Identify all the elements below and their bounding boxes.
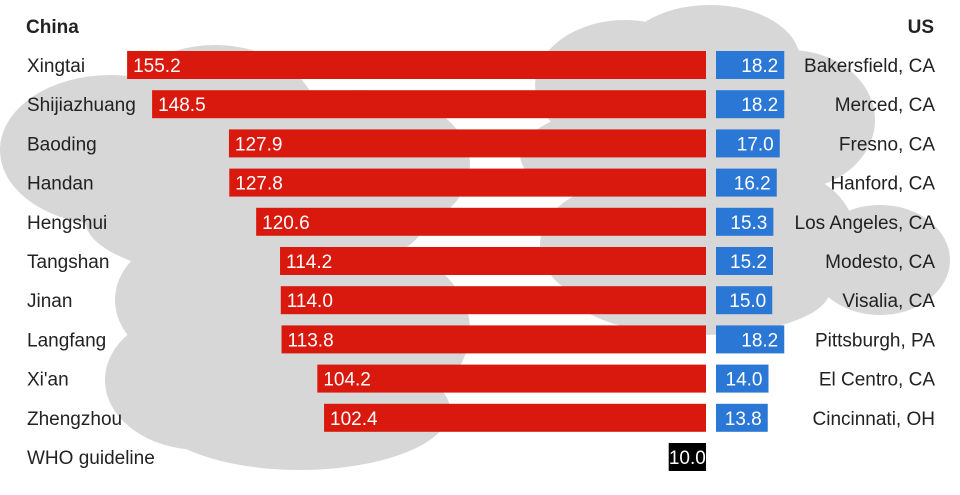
china-city-label: Jinan: [27, 291, 72, 312]
us-value-label: 18.2: [741, 56, 778, 77]
china-column-header: China: [26, 17, 79, 38]
us-value-label: 15.2: [730, 252, 767, 273]
us-city-label: Cincinnati, OH: [813, 409, 936, 430]
us-bar: [716, 286, 773, 315]
china-value-label: 113.8: [288, 330, 334, 351]
who-guideline-bar: [668, 443, 706, 471]
us-value-label: 15.0: [729, 291, 766, 312]
china-city-label: Handan: [27, 174, 94, 195]
us-bar: [716, 247, 773, 275]
china-value-label: 104.2: [323, 370, 371, 391]
china-city-label: Zhengzhou: [27, 409, 122, 430]
us-city-label: El Centro, CA: [819, 370, 935, 391]
china-value-label: 102.4: [330, 409, 378, 430]
china-value-label: 127.8: [235, 174, 283, 195]
china-bar: [280, 247, 706, 275]
us-city-label: Los Angeles, CA: [795, 213, 936, 234]
china-value-label: 120.6: [262, 213, 310, 234]
china-bar: [152, 90, 707, 119]
us-bar: [716, 168, 777, 197]
us-column-header: US: [907, 17, 934, 38]
us-city-label: Modesto, CA: [825, 252, 935, 273]
us-bar: [716, 129, 780, 158]
us-city-label: Hanford, CA: [830, 174, 935, 195]
china-city-label: Tangshan: [27, 252, 109, 273]
china-value-label: 127.9: [235, 134, 283, 155]
china-value-label: 155.2: [133, 56, 181, 77]
us-value-label: 15.3: [730, 213, 767, 234]
china-city-label: Xingtai: [27, 56, 85, 77]
china-city-label: Xi'an: [27, 370, 69, 391]
china-bar: [127, 51, 706, 79]
us-city-label: Pittsburgh, PA: [815, 330, 935, 351]
china-value-label: 114.0: [287, 291, 333, 312]
us-value-label: 18.2: [741, 330, 778, 351]
us-city-label: Fresno, CA: [839, 134, 935, 155]
china-bar: [229, 168, 706, 197]
us-value-label: 17.0: [737, 134, 774, 155]
china-value-label: 114.2: [286, 252, 332, 273]
us-value-label: 16.2: [734, 174, 771, 195]
us-bar: [716, 403, 768, 432]
us-city-label: Merced, CA: [835, 95, 936, 116]
who-guideline-value-label: 10.0: [669, 448, 706, 469]
us-bar: [716, 364, 769, 393]
us-city-label: Visalia, CA: [842, 291, 935, 312]
china-bar: [256, 207, 706, 236]
china-bar: [281, 325, 706, 354]
china-value-label: 148.5: [158, 95, 206, 116]
us-bar: [716, 207, 774, 236]
us-city-label: Bakersfield, CA: [804, 56, 935, 77]
us-value-label: 13.8: [725, 409, 762, 430]
us-bar: [716, 51, 785, 79]
china-bar: [324, 403, 706, 432]
us-value-label: 18.2: [741, 95, 778, 116]
china-bar: [317, 364, 706, 393]
us-value-label: 14.0: [726, 370, 763, 391]
china-bar: [228, 129, 707, 158]
china-city-label: Baoding: [27, 134, 97, 155]
us-bar: [716, 90, 785, 119]
china-city-label: Hengshui: [27, 213, 107, 234]
china-bar: [280, 286, 706, 315]
who-guideline-label: WHO guideline: [27, 448, 155, 469]
us-bar: [716, 325, 785, 354]
china-city-label: Shijiazhuang: [27, 95, 136, 116]
china-city-label: Langfang: [27, 330, 106, 351]
